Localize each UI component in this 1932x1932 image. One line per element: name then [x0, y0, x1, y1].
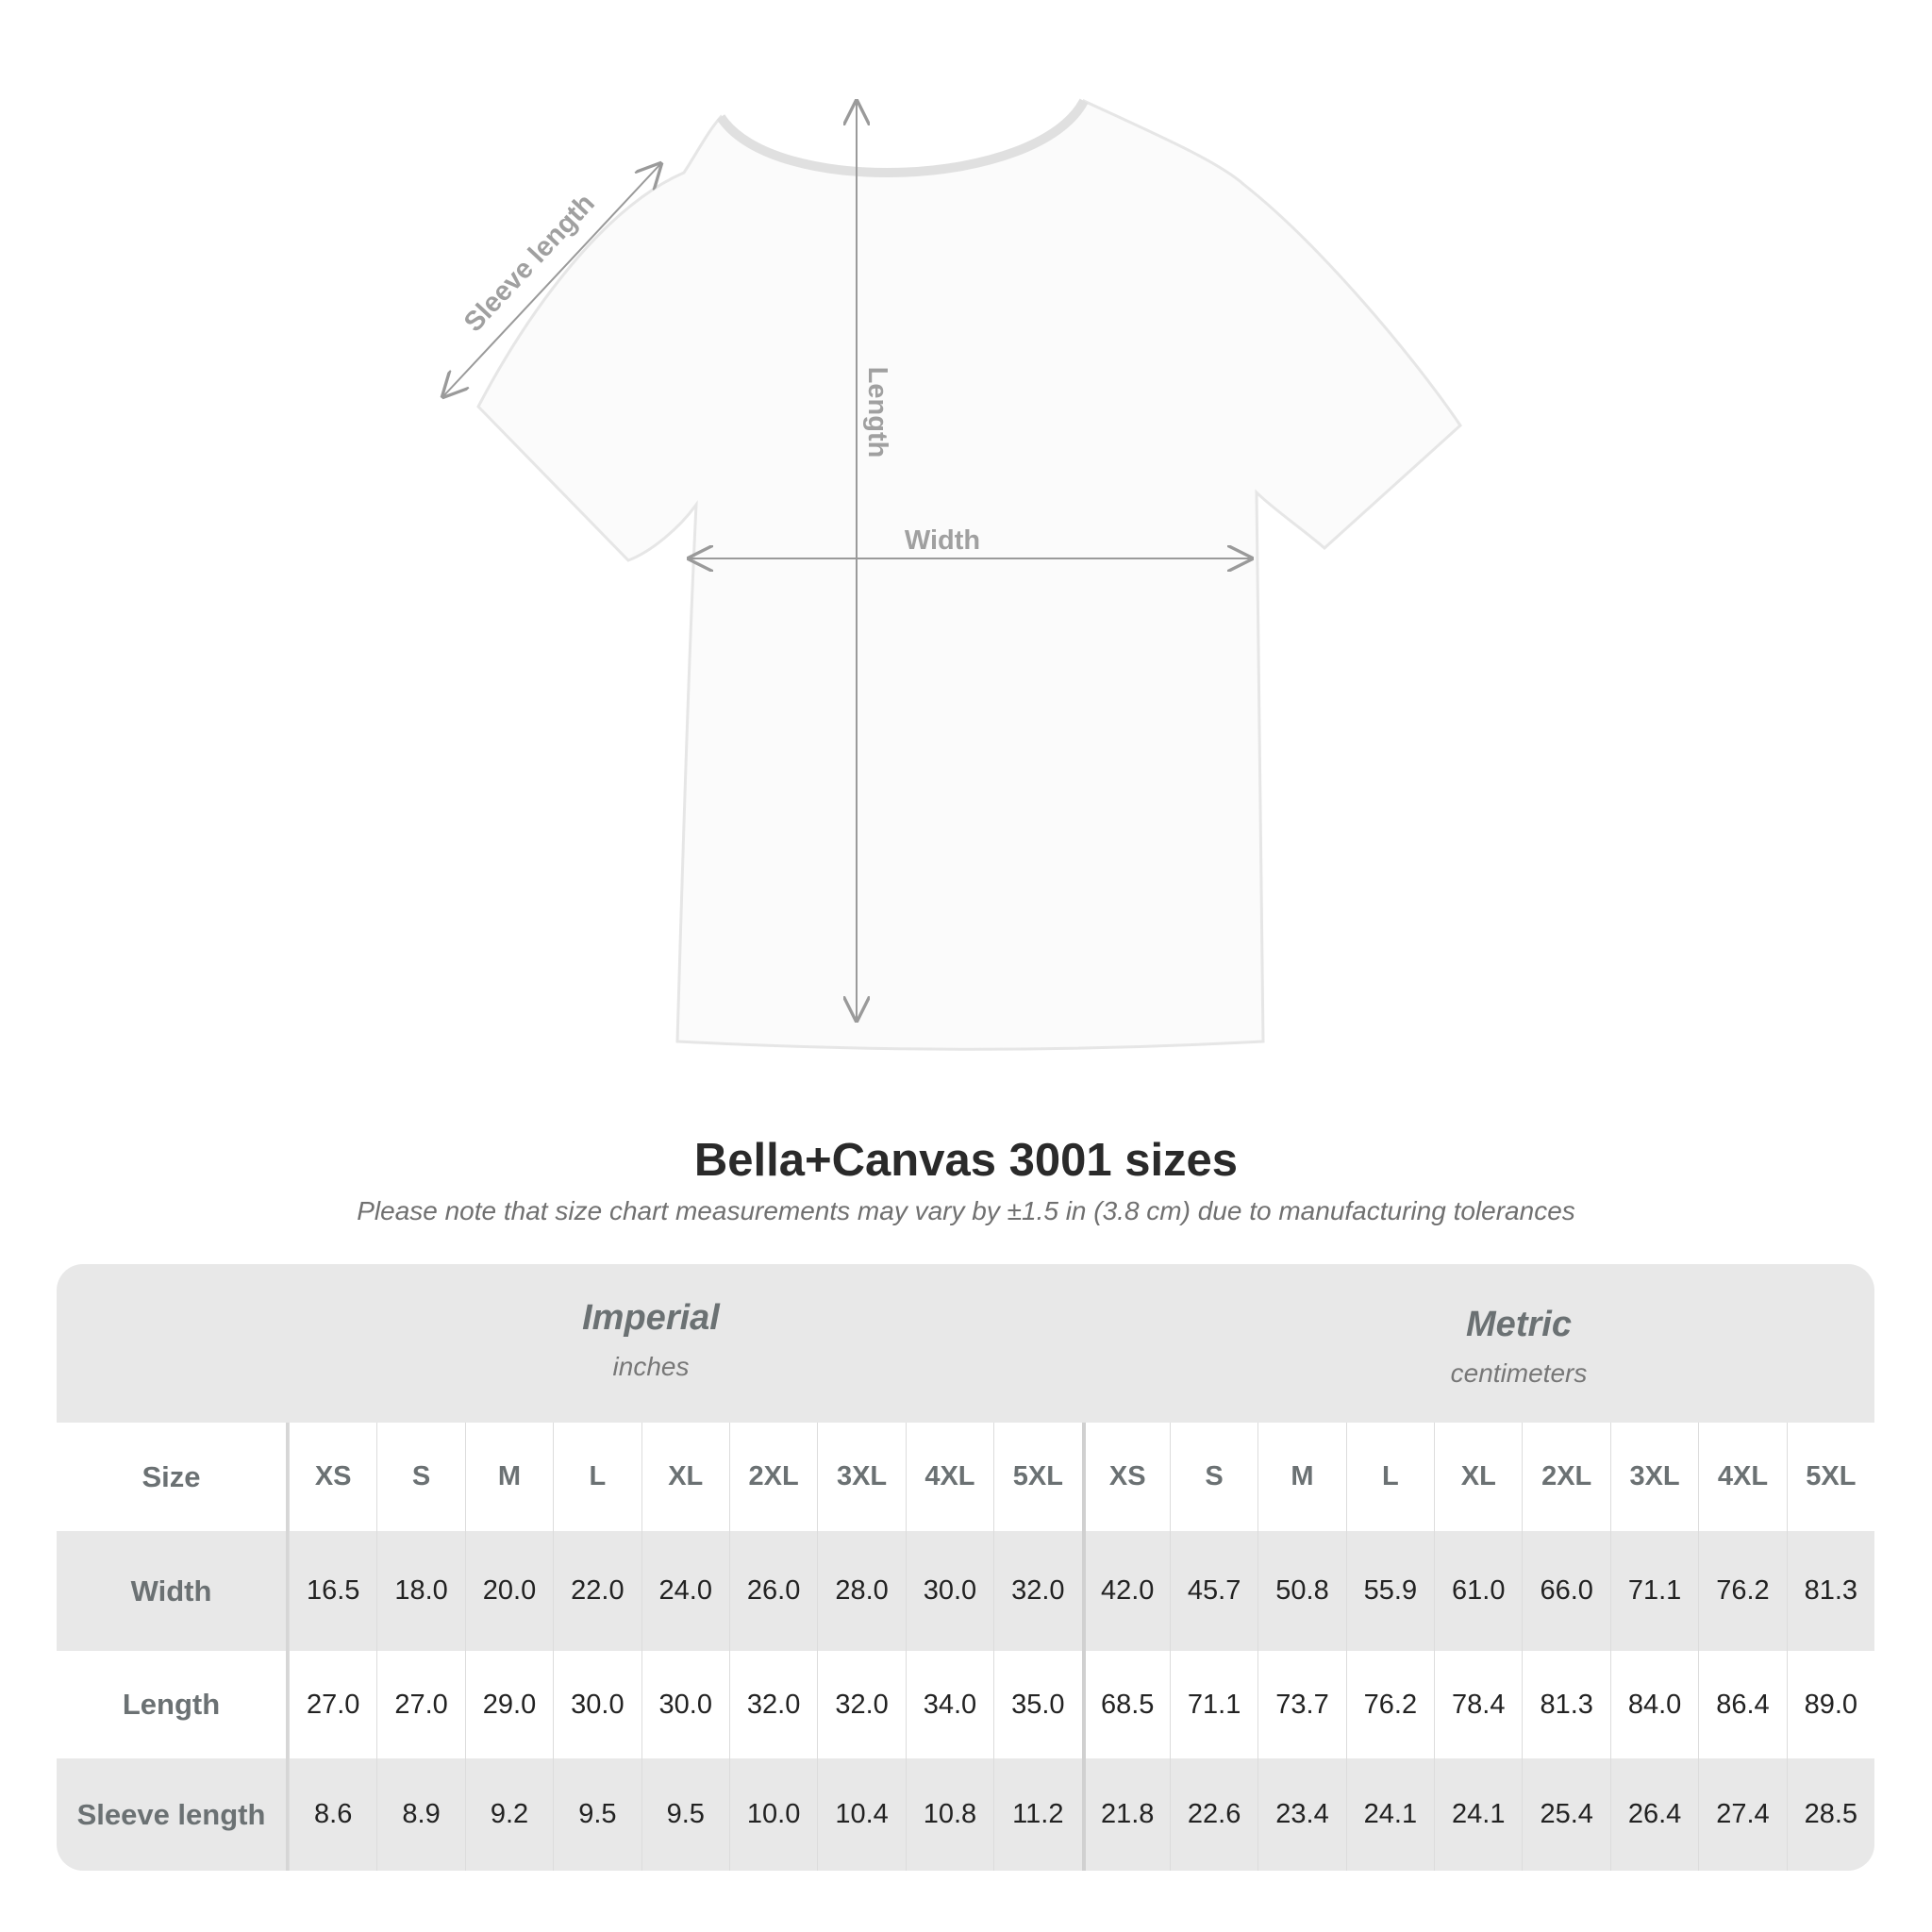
imperial-label: Imperial [582, 1298, 720, 1338]
metric-value: 89.0 [1786, 1651, 1874, 1758]
metric-header: Metric centimeters [1236, 1305, 1802, 1389]
imperial-size-S: S [376, 1423, 464, 1531]
imperial-size-2XL: 2XL [728, 1423, 817, 1531]
imperial-value: 24.0 [641, 1531, 729, 1651]
table-row: Width 16.5 18.0 20.0 22.0 24.0 26.0 28.0 30.0 32.… [57, 1531, 1874, 1651]
metric-value: 78.4 [1434, 1651, 1522, 1758]
size-header-row: Size XS S M L XL 2XL 3XL 4XL 5XL XS S M L XL 2XL 3XL 4XL 5… [57, 1423, 1874, 1531]
metric-value: 66.0 [1522, 1531, 1609, 1651]
metric-value: 45.7 [1169, 1531, 1257, 1651]
imperial-size-4XL: 4XL [905, 1423, 993, 1531]
length-label: Length [862, 367, 892, 458]
imperial-value: 11.2 [993, 1758, 1081, 1871]
metric-unit: centimeters [1450, 1358, 1588, 1388]
page-title: Bella+Canvas 3001 sizes [693, 1135, 1239, 1186]
width-label: Width [905, 525, 980, 556]
metric-value: 24.1 [1434, 1758, 1522, 1871]
imperial-value: 28.0 [817, 1531, 905, 1651]
tshirt-diagram: Width Length Sleeve length [0, 98, 1462, 1051]
imperial-value: 30.0 [905, 1531, 993, 1651]
imperial-value: 18.0 [376, 1531, 464, 1651]
metric-value: 50.8 [1257, 1531, 1345, 1651]
metric-value: 42.0 [1081, 1531, 1170, 1651]
imperial-size-XS: XS [289, 1423, 376, 1531]
metric-size-L: L [1345, 1423, 1434, 1531]
imperial-size-XL: XL [641, 1423, 729, 1531]
metric-value: 55.9 [1345, 1531, 1434, 1651]
metric-value: 81.3 [1786, 1531, 1874, 1651]
metric-size-2XL: 2XL [1522, 1423, 1609, 1531]
sleeve-arrow [443, 164, 660, 396]
imperial-value: 35.0 [993, 1651, 1081, 1758]
imperial-value: 8.9 [376, 1758, 464, 1871]
imperial-value: 10.4 [817, 1758, 905, 1871]
imperial-size-L: L [553, 1423, 641, 1531]
metric-value: 25.4 [1522, 1758, 1609, 1871]
metric-size-S: S [1169, 1423, 1257, 1531]
metric-value: 73.7 [1257, 1651, 1345, 1758]
metric-size-M: M [1257, 1423, 1345, 1531]
metric-value: 24.1 [1345, 1758, 1434, 1871]
imperial-value: 30.0 [553, 1651, 641, 1758]
unit-header [57, 1264, 1874, 1423]
size-label: Size [57, 1423, 289, 1531]
metric-label: Metric [1466, 1305, 1572, 1344]
imperial-size-M: M [464, 1423, 553, 1531]
imperial-value: 29.0 [464, 1651, 553, 1758]
metric-size-5XL: 5XL [1786, 1423, 1874, 1531]
row-label: Length [57, 1651, 289, 1758]
metric-value: 26.4 [1609, 1758, 1698, 1871]
metric-value: 81.3 [1522, 1651, 1609, 1758]
metric-size-XS: XS [1081, 1423, 1170, 1531]
metric-size-XL: XL [1434, 1423, 1522, 1531]
imperial-value: 30.0 [641, 1651, 729, 1758]
metric-value: 21.8 [1081, 1758, 1170, 1871]
metric-value: 27.4 [1698, 1758, 1786, 1871]
imperial-value: 8.6 [289, 1758, 376, 1871]
imperial-value: 10.8 [905, 1758, 993, 1871]
metric-value: 61.0 [1434, 1531, 1522, 1651]
metric-value: 76.2 [1345, 1651, 1434, 1758]
imperial-value: 9.5 [553, 1758, 641, 1871]
imperial-size-3XL: 3XL [817, 1423, 905, 1531]
imperial-value: 20.0 [464, 1531, 553, 1651]
imperial-value: 34.0 [905, 1651, 993, 1758]
imperial-header: Imperial inches [368, 1298, 934, 1382]
tshirt-shape [476, 99, 1462, 1051]
imperial-value: 9.5 [641, 1758, 729, 1871]
metric-value: 84.0 [1609, 1651, 1698, 1758]
metric-size-4XL: 4XL [1698, 1423, 1786, 1531]
imperial-value: 32.0 [817, 1651, 905, 1758]
imperial-value: 32.0 [993, 1531, 1081, 1651]
metric-value: 76.2 [1698, 1531, 1786, 1651]
size-table: Imperial inches Metric centimeters Size X… [57, 1264, 1874, 1871]
imperial-value: 10.0 [728, 1758, 817, 1871]
imperial-size-5XL: 5XL [993, 1423, 1081, 1531]
metric-value: 71.1 [1169, 1651, 1257, 1758]
table-row: Length 27.0 27.0 29.0 30.0 30.0 32.0 32.0 34.0 35… [57, 1651, 1874, 1758]
metric-value: 23.4 [1257, 1758, 1345, 1871]
imperial-value: 22.0 [553, 1531, 641, 1651]
imperial-value: 32.0 [728, 1651, 817, 1758]
metric-value: 86.4 [1698, 1651, 1786, 1758]
metric-size-3XL: 3XL [1609, 1423, 1698, 1531]
row-label: Sleeve length [57, 1758, 289, 1871]
metric-value: 71.1 [1609, 1531, 1698, 1651]
tolerance-note: Please note that size chart measurements… [357, 1196, 1575, 1225]
imperial-unit: inches [612, 1352, 690, 1381]
table-row: Sleeve length 8.6 8.9 9.2 9.5 9.5 10.0 10.4 10.8… [57, 1758, 1874, 1871]
row-label: Width [57, 1531, 289, 1651]
imperial-value: 9.2 [464, 1758, 553, 1871]
imperial-value: 27.0 [376, 1651, 464, 1758]
imperial-value: 16.5 [289, 1531, 376, 1651]
metric-value: 68.5 [1081, 1651, 1170, 1758]
imperial-value: 26.0 [728, 1531, 817, 1651]
imperial-value: 27.0 [289, 1651, 376, 1758]
metric-value: 28.5 [1786, 1758, 1874, 1871]
metric-value: 22.6 [1169, 1758, 1257, 1871]
